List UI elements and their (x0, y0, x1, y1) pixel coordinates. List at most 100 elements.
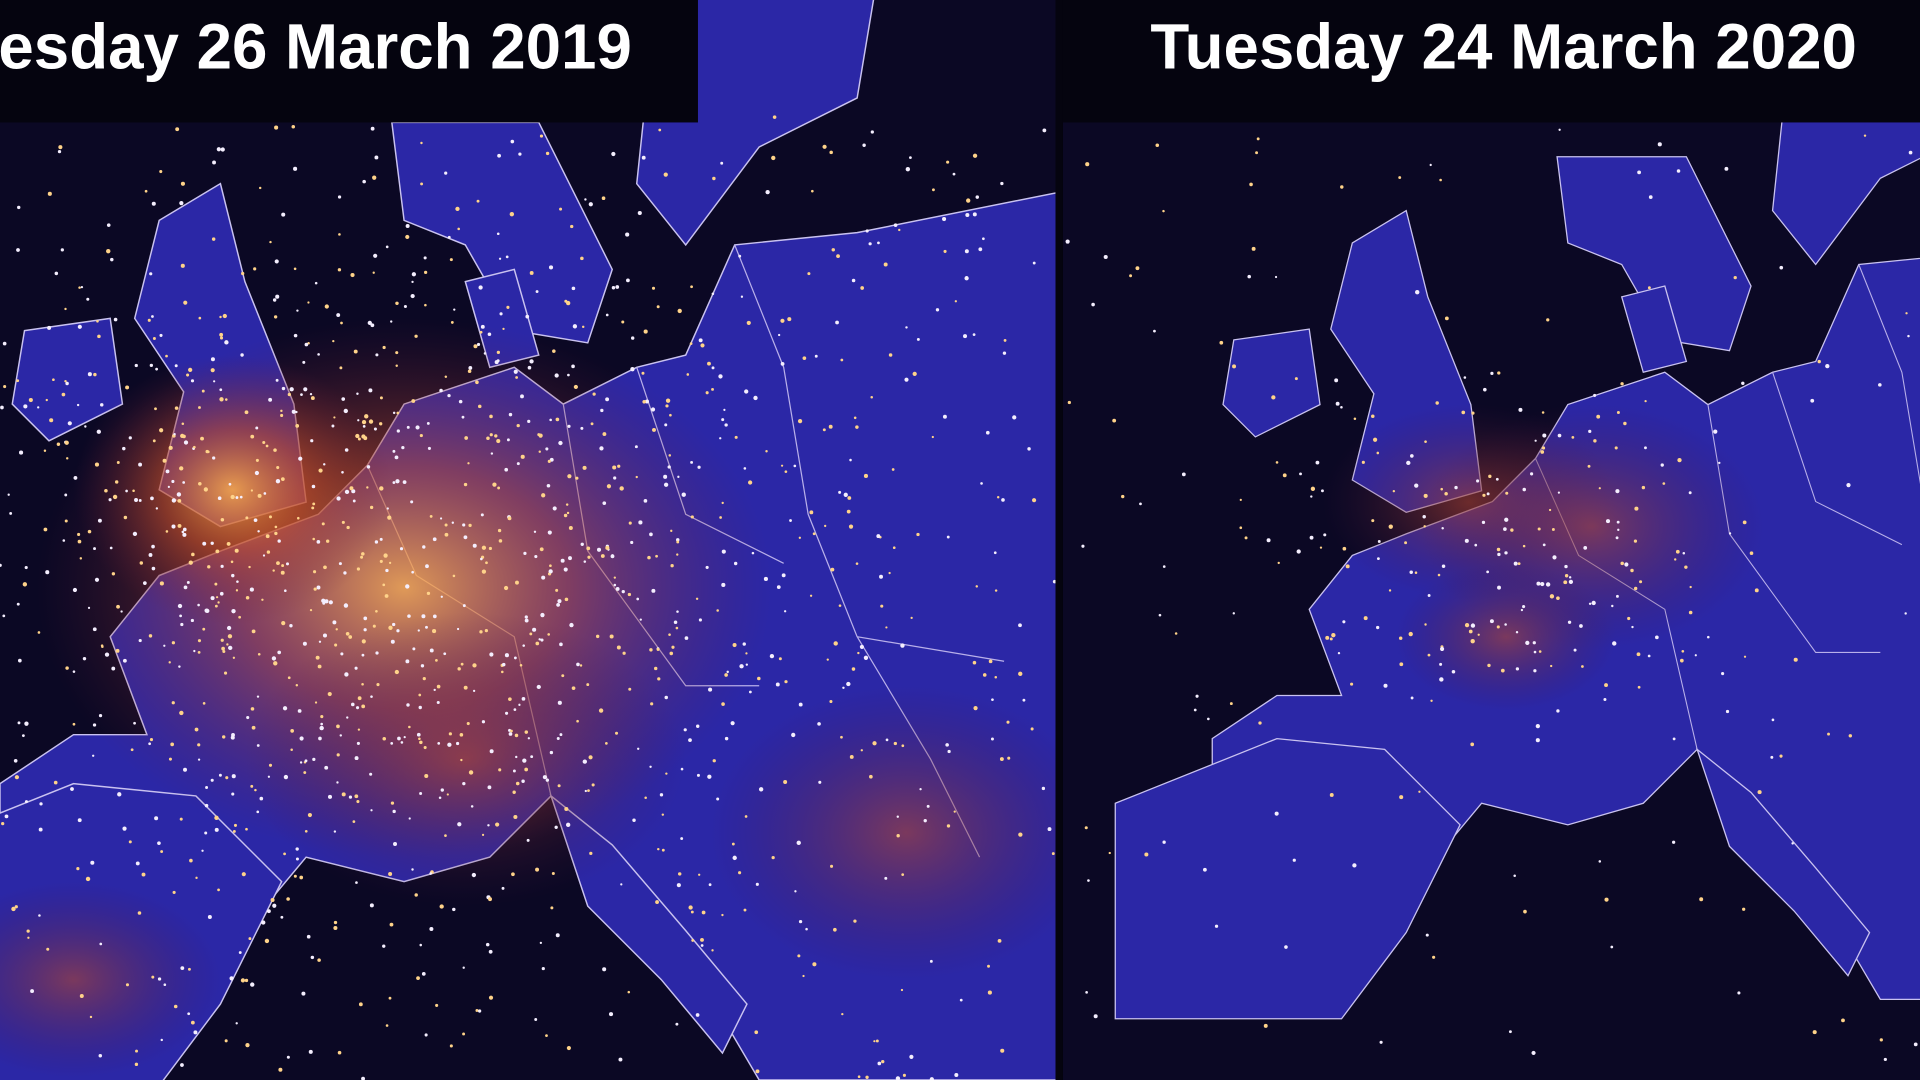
flight-dot (558, 440, 563, 446)
flight-dot (496, 232, 500, 236)
flight-dot (468, 366, 473, 370)
flight-dot (490, 452, 494, 455)
flight-dot (1454, 485, 1458, 490)
flight-dot (637, 747, 640, 750)
flight-dot (1174, 632, 1178, 635)
flight-dot (1624, 562, 1629, 567)
flight-dot (1372, 437, 1378, 442)
flight-dot (1633, 586, 1638, 591)
flight-dot (479, 330, 483, 334)
flight-dot (564, 299, 568, 303)
flight-dot (266, 550, 271, 554)
flight-dot (516, 423, 520, 428)
flight-dot (831, 248, 835, 252)
flight-dot (358, 1002, 363, 1007)
flight-dot (295, 410, 298, 414)
flight-dot (114, 480, 119, 484)
flight-dot (125, 385, 130, 390)
flight-dot (898, 228, 901, 232)
flight-dot (1841, 1018, 1845, 1023)
flight-dot (784, 470, 788, 474)
flight-dot (93, 372, 97, 377)
flight-dot (168, 445, 173, 450)
flight-dot (1018, 832, 1023, 837)
flight-dot (106, 248, 111, 254)
flight-dot (499, 312, 503, 316)
flight-dot (677, 308, 682, 314)
flight-dot (1309, 535, 1314, 540)
flight-dot (840, 735, 843, 739)
flight-dot (375, 609, 378, 613)
flight-dot (155, 507, 159, 510)
flight-dot (535, 641, 540, 646)
flight-dot (180, 1063, 184, 1067)
flight-dot (312, 502, 316, 506)
flight-dot (504, 467, 509, 472)
flight-dot (1439, 178, 1442, 182)
flight-dot (84, 425, 87, 428)
flight-dot (812, 532, 816, 536)
flight-dot (176, 492, 182, 497)
flight-dot (842, 686, 845, 690)
flight-dot (972, 333, 976, 337)
flight-dot (994, 589, 998, 592)
flight-dot (344, 672, 349, 677)
flight-dot (1530, 472, 1534, 476)
flight-dot (510, 139, 515, 144)
flight-dot (781, 573, 786, 578)
flight-dot (99, 942, 103, 946)
flight-dot (363, 628, 367, 632)
flight-dot (584, 789, 587, 793)
flight-dot (462, 604, 466, 608)
flight-dot (630, 540, 634, 545)
flight-dot (125, 489, 128, 493)
flight-dot (144, 189, 148, 193)
flight-dot (261, 598, 264, 601)
flight-dot (597, 547, 602, 552)
flight-dot (3, 385, 7, 389)
flight-dot (178, 665, 181, 668)
flight-dot (148, 742, 151, 746)
flight-dot (324, 599, 329, 604)
flight-dot (580, 426, 584, 430)
flight-dot (1579, 624, 1583, 628)
flight-dot (656, 648, 660, 651)
flight-dot (707, 361, 711, 366)
flight-dot (489, 749, 494, 754)
flight-dot (355, 706, 360, 710)
flight-dot (369, 772, 373, 776)
flight-dot (364, 414, 369, 419)
flight-dot (43, 449, 47, 452)
flight-dot (123, 515, 128, 520)
flight-dot (847, 496, 852, 500)
divider (1055, 0, 1063, 1080)
flight-dot (217, 601, 220, 604)
flight-dot (436, 700, 440, 705)
flight-dot (1662, 482, 1666, 485)
flight-dot (104, 488, 108, 493)
flight-dot (412, 647, 416, 651)
flight-dot (207, 915, 212, 920)
flight-dot (1371, 414, 1375, 418)
flight-dot (341, 397, 346, 401)
flight-dot (339, 366, 343, 370)
flight-dot (853, 919, 857, 923)
flight-dot (261, 920, 266, 925)
flight-dot (1342, 546, 1347, 551)
flight-dot (337, 1050, 342, 1055)
map-2019 (0, 0, 1056, 1080)
flight-dot (732, 643, 737, 648)
flight-dot (1648, 195, 1653, 199)
flight-dot (159, 333, 163, 337)
flight-dot (734, 435, 738, 439)
flight-dot (1531, 1050, 1536, 1056)
flight-dot (416, 976, 420, 981)
flight-dot (179, 614, 182, 618)
flight-dot (419, 943, 423, 947)
flight-dot (444, 375, 448, 379)
flight-dot (390, 320, 393, 323)
flight-dot (310, 439, 314, 443)
flight-dot (154, 816, 159, 821)
flight-dot (250, 982, 255, 987)
